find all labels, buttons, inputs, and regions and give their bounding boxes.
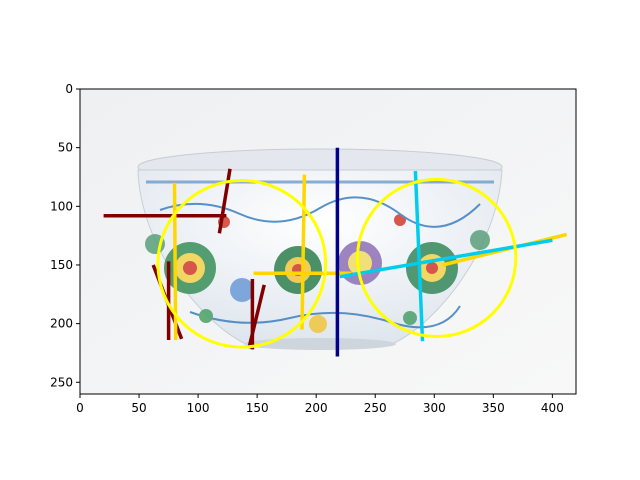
- x-tick-label: 400: [541, 401, 564, 415]
- y-tick-label: 150: [50, 258, 73, 272]
- plot-frame: [79, 88, 577, 395]
- x-tick-label: 50: [131, 401, 146, 415]
- x-tick-label: 300: [423, 401, 446, 415]
- overlay-segment-7: [300, 174, 307, 330]
- x-tick-label: 350: [482, 401, 505, 415]
- y-tick-label: 50: [58, 141, 73, 155]
- annotation-overlays: [103, 147, 568, 357]
- y-tick-label: 250: [50, 375, 73, 389]
- overlay-segment-5: [247, 284, 266, 349]
- overlay-segment-12: [339, 238, 553, 279]
- bowl-photo: [80, 89, 576, 394]
- x-tick-label: 200: [305, 401, 328, 415]
- overlay-segment-11: [413, 171, 425, 342]
- x-tick-label: 100: [187, 401, 210, 415]
- x-tick-label: 250: [364, 401, 387, 415]
- y-axis: 0 50 100 150 200 250: [50, 82, 80, 389]
- overlay-circle-0: [156, 179, 328, 349]
- y-tick-label: 200: [50, 317, 73, 331]
- x-axis: 0 50 100 150 200 250 300 350 400: [76, 394, 564, 415]
- overlay-segment-1: [217, 168, 232, 234]
- x-tick-label: 150: [246, 401, 269, 415]
- overlay-circle-1: [356, 177, 518, 339]
- y-tick-label: 0: [65, 82, 73, 96]
- x-tick-label: 0: [76, 401, 84, 415]
- y-tick-label: 100: [50, 199, 73, 213]
